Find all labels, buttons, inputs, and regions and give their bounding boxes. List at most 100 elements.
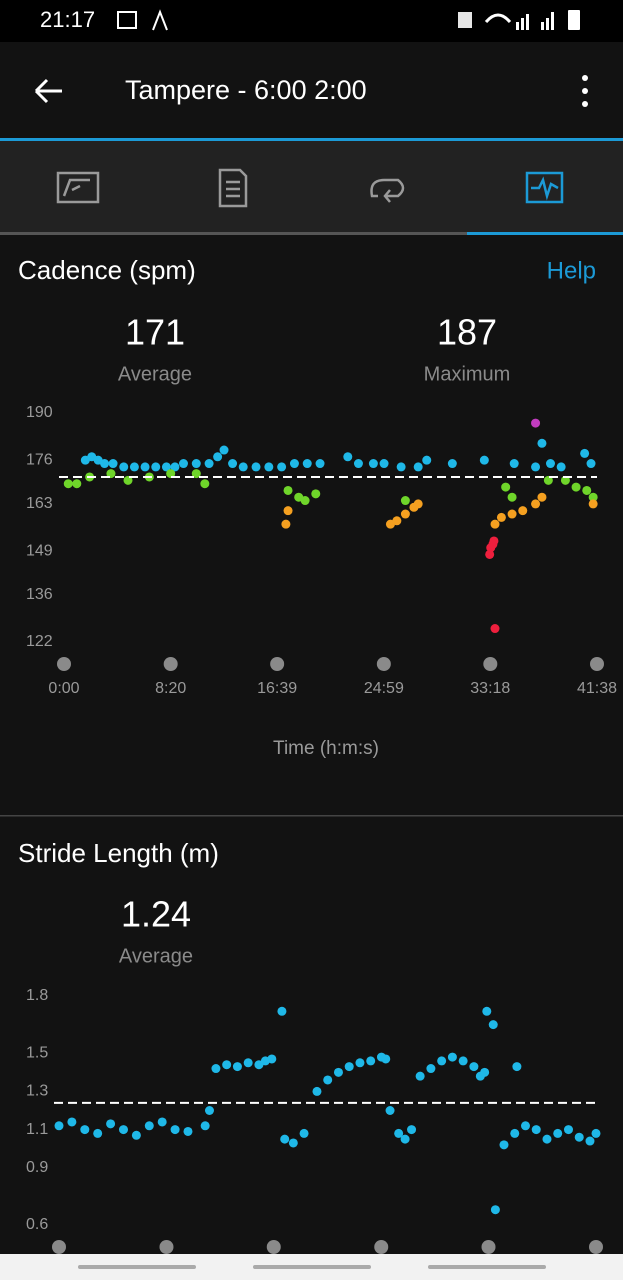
x-tick-dot [483,657,498,671]
header-divider [0,138,623,141]
data-point [591,1128,601,1138]
data-point [123,475,133,485]
y-tick-label: 1.1 [26,1121,48,1138]
x-tick-label: 16:39 [257,680,297,697]
chart-title: Stride Length (m) [18,838,219,868]
data-point [108,459,118,469]
data-point [571,482,581,492]
data-point [556,462,566,472]
menu-button[interactable] [582,75,588,107]
tab-charts[interactable] [525,171,564,204]
data-point [353,459,363,469]
data-point [161,462,171,472]
data-point [507,492,517,502]
data-point [381,1054,391,1064]
nav-bar [0,1254,623,1280]
data-point [563,1125,573,1135]
data-point [531,1125,541,1135]
y-tick-label: 136 [26,586,53,603]
x-tick-dot [374,1240,389,1254]
data-point [392,516,402,526]
x-tick-dot [589,1240,603,1254]
data-point [413,499,423,509]
data-point [144,1121,154,1131]
data-point [106,1119,116,1129]
data-point [72,479,82,489]
data-point [585,1136,595,1146]
y-tick-label: 149 [26,542,53,559]
data-point [200,1121,210,1131]
tab-map[interactable] [56,171,100,204]
data-point [288,1138,298,1148]
data-point [283,485,293,495]
data-point [437,1056,447,1066]
data-point [426,1064,436,1074]
data-point [80,1125,90,1135]
gallery-icon [117,11,137,29]
nav-button[interactable] [253,1265,371,1269]
data-point [415,1071,425,1081]
header [0,42,623,138]
data-point [400,509,410,519]
data-point [531,462,541,472]
data-point [499,1140,509,1150]
help-link[interactable]: Help [547,257,596,284]
stat-value: 187 [437,312,497,353]
status-icons [458,10,580,30]
data-point [531,499,541,509]
stat-value: 171 [125,312,185,353]
data-point [280,1134,290,1144]
tab-details[interactable] [218,168,248,208]
header-title: Tampere - 6:00 2:00 [125,75,367,105]
nav-button[interactable] [78,1265,196,1269]
y-tick-label: 1.3 [26,1083,48,1100]
data-point [211,1064,221,1074]
nav-button[interactable] [428,1265,546,1269]
data-point [264,462,274,472]
data-point [213,452,223,462]
data-point [489,536,499,546]
tab-laps[interactable] [370,178,405,203]
data-point [251,462,261,472]
data-point [157,1117,167,1127]
data-point [537,438,547,448]
data-point [93,1128,103,1138]
data-point [560,475,570,485]
x-tick-label: 24:59 [364,680,404,697]
data-point [482,1006,492,1016]
data-point [170,1125,180,1135]
data-point [100,459,110,469]
data-point [394,1128,404,1138]
data-point [542,1134,552,1144]
data-point [191,459,201,469]
data-point [238,462,248,472]
y-tick-label: 0.9 [26,1159,48,1176]
data-point [545,459,555,469]
data-point [518,506,528,516]
data-point [379,459,389,469]
data-point [520,1121,530,1131]
data-point [312,1086,322,1096]
data-point [277,1006,287,1016]
data-point [586,459,596,469]
data-point [311,489,321,499]
data-point [553,1128,563,1138]
x-tick-label: 0:00 [48,680,79,697]
data-point [343,452,353,462]
x-tick-label: 41:38 [577,680,617,697]
data-point [488,1020,498,1030]
data-point [447,1052,457,1062]
back-button[interactable] [34,78,62,104]
status-bar [0,0,623,42]
data-point [396,462,406,472]
data-point [281,519,291,529]
data-point [323,1075,333,1085]
y-tick-label: 122 [26,633,53,650]
data-point [200,479,210,489]
y-tick-label: 176 [26,451,53,468]
data-point [531,418,541,428]
data-point [588,492,598,502]
data-point [267,1054,277,1064]
x-tick-dot [376,657,391,671]
